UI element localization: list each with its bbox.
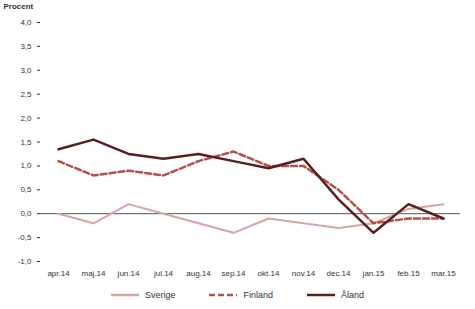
svg-text:feb.15: feb.15 (397, 269, 420, 278)
svg-text:1,0: 1,0 (20, 161, 32, 170)
svg-text:0,5: 0,5 (20, 185, 32, 194)
svg-text:-0,5: -0,5 (18, 233, 32, 242)
svg-text:sep.14: sep.14 (221, 269, 246, 278)
svg-text:apr.14: apr.14 (47, 269, 70, 278)
svg-text:okt.14: okt.14 (258, 269, 280, 278)
svg-text:jun.14: jun.14 (117, 269, 140, 278)
svg-text:-1,0: -1,0 (18, 257, 32, 266)
html-text:Åland: Åland (341, 290, 364, 300)
svg-text:3,0: 3,0 (20, 66, 32, 75)
svg-text:jul.14: jul.14 (153, 269, 174, 278)
svg-text:2,5: 2,5 (20, 90, 32, 99)
svg-text:maj.14: maj.14 (81, 269, 106, 278)
svg-text:1,5: 1,5 (20, 138, 32, 147)
svg-text:dec.14: dec.14 (326, 269, 351, 278)
html-text:Sverige: Sverige (145, 290, 176, 300)
svg-text:4,0: 4,0 (20, 18, 32, 27)
svg-text:0,0: 0,0 (20, 209, 32, 218)
svg-text:aug.14: aug.14 (186, 269, 211, 278)
svg-text:2,0: 2,0 (20, 114, 32, 123)
svg-text:3,5: 3,5 (20, 42, 32, 51)
svg-text:nov.14: nov.14 (292, 269, 316, 278)
svg-text:mar.15: mar.15 (431, 269, 456, 278)
html-text:Finland: Finland (243, 290, 273, 300)
svg-text:Procent: Procent (4, 2, 34, 11)
svg-text:jan.15: jan.15 (362, 269, 385, 278)
